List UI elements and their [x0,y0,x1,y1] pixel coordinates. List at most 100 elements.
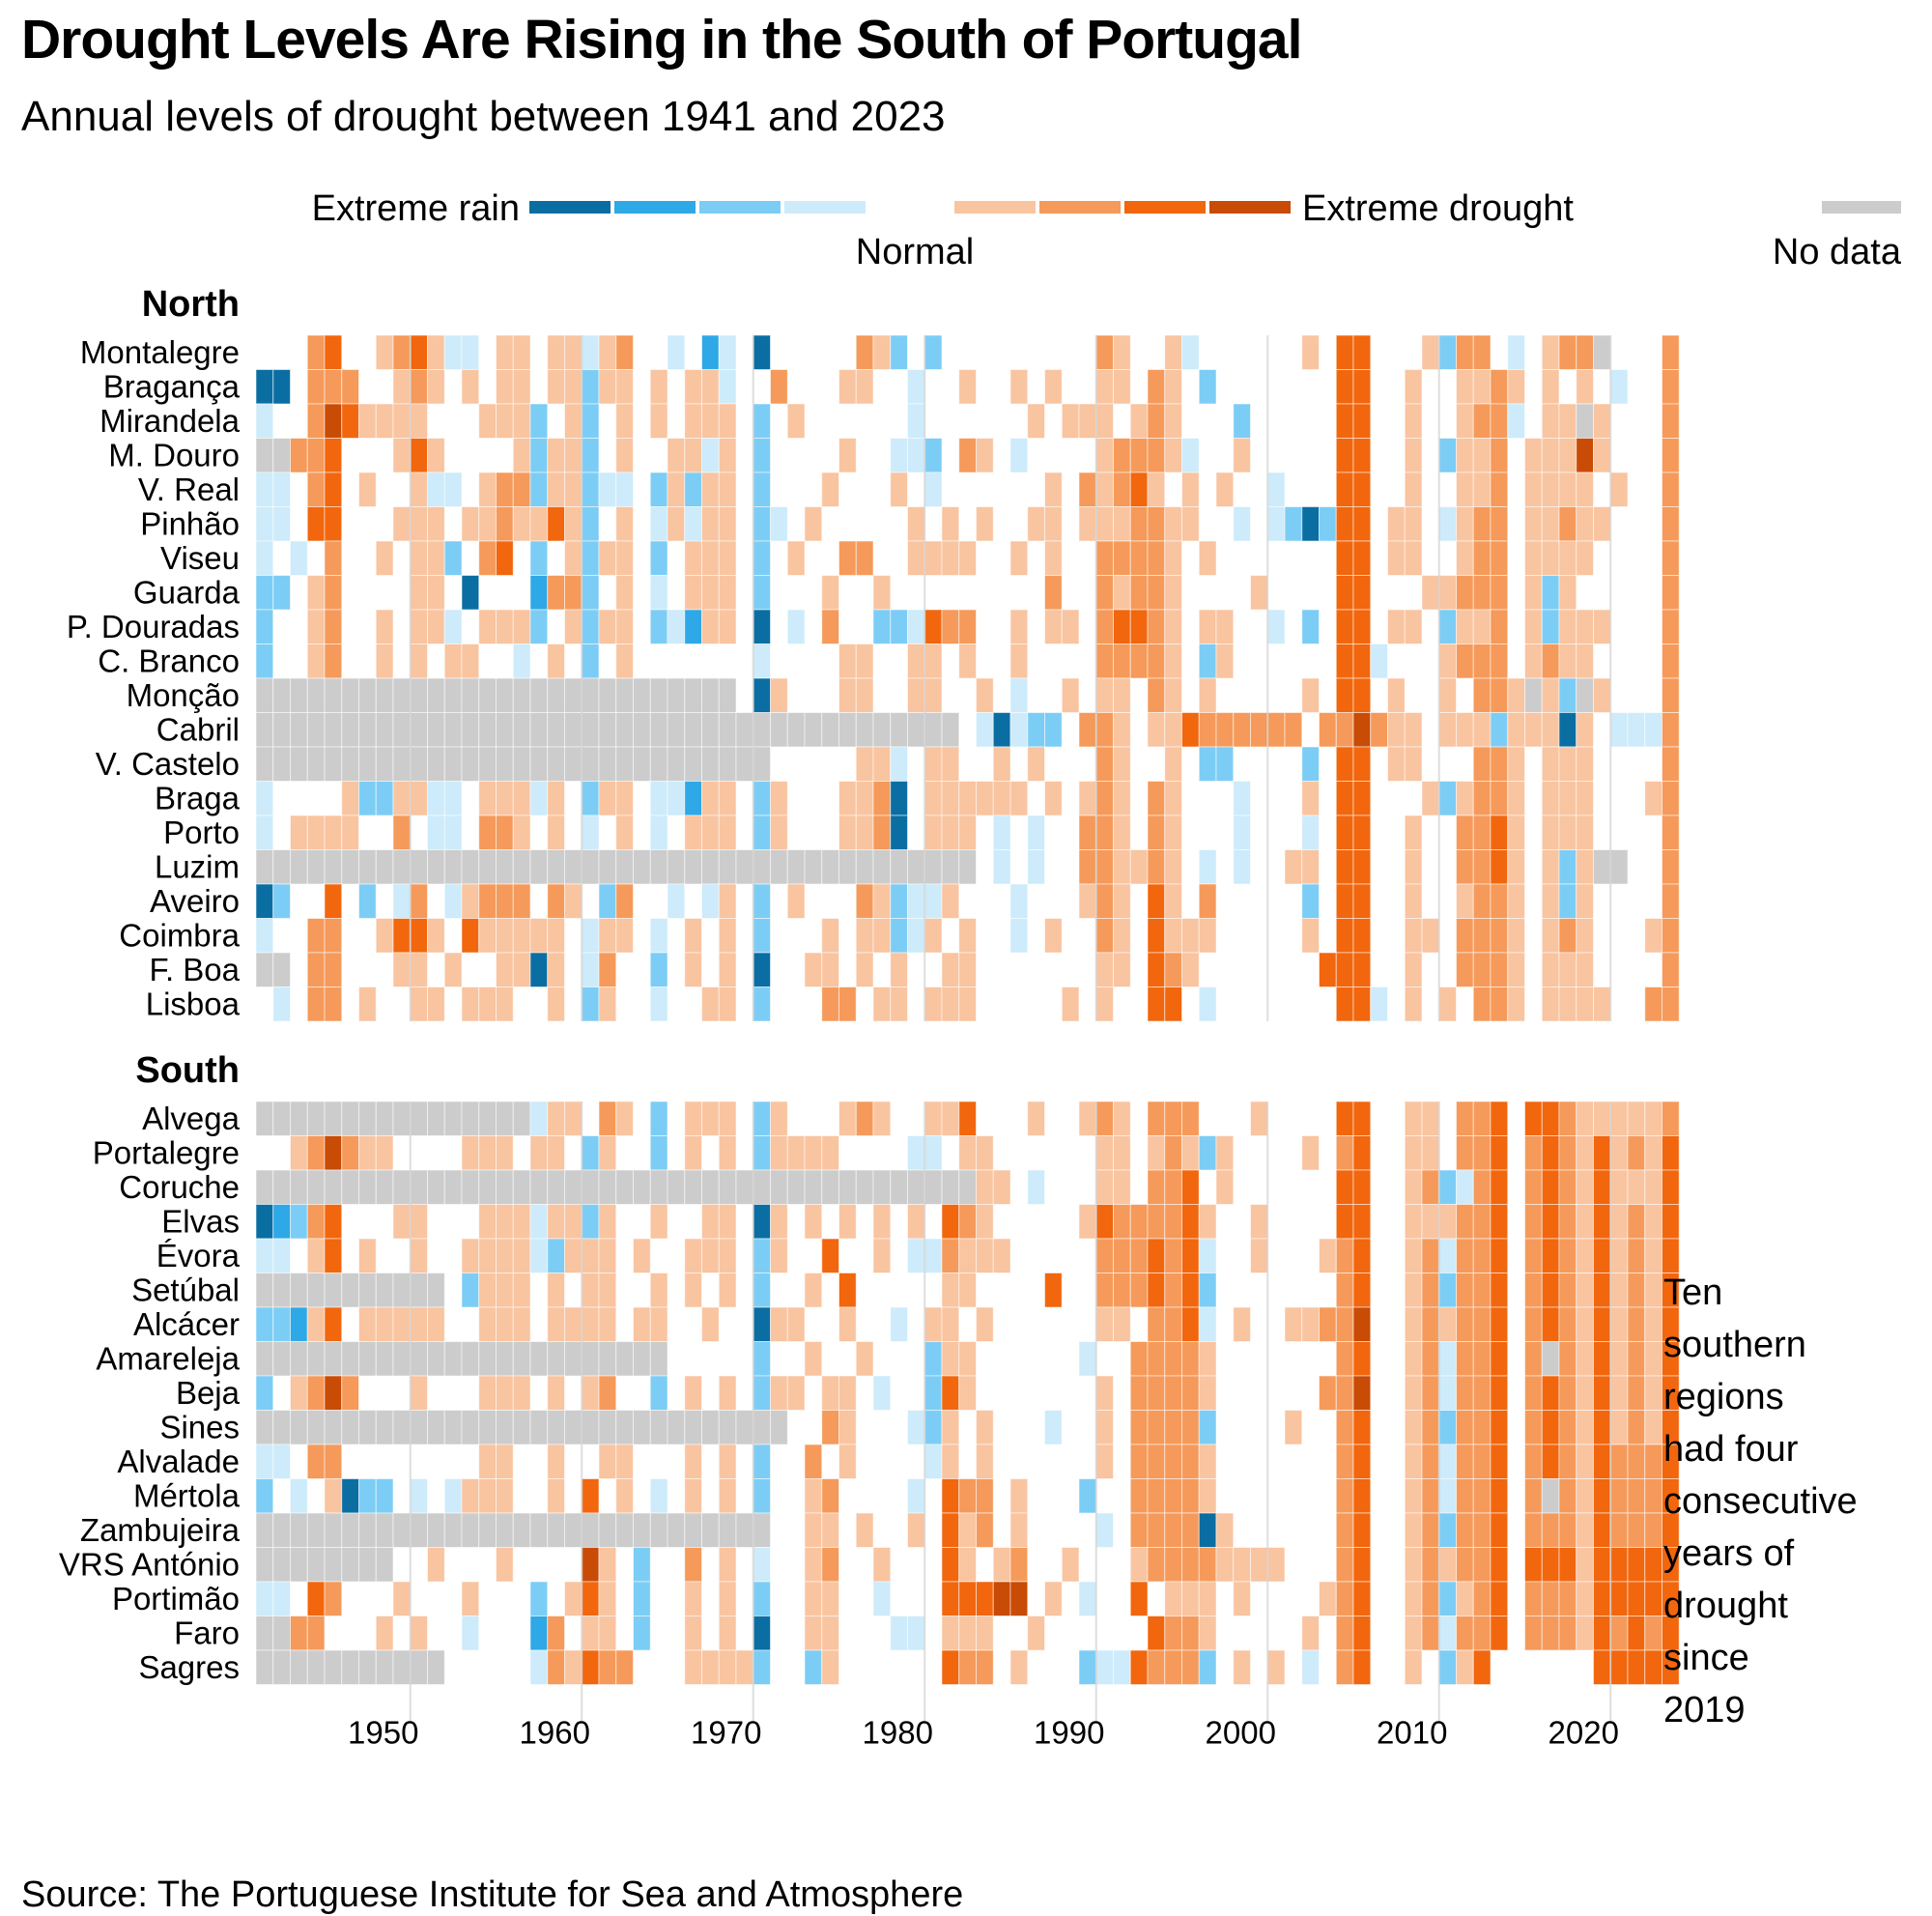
heatmap-cell [564,369,582,405]
heatmap-cell [1095,1410,1114,1445]
heatmap-cell [1027,815,1045,850]
heatmap-cell [1009,712,1029,748]
heatmap-cell [598,1238,617,1273]
heatmap-cell [375,540,394,576]
heatmap-cell [461,849,480,885]
heatmap-cell [1147,369,1166,405]
heatmap-cell [1113,883,1131,919]
heatmap-cell [529,1238,549,1273]
heatmap-cell [1438,1238,1457,1273]
heatmap-cell [1472,1101,1492,1136]
heatmap-cell [443,883,463,919]
heatmap-cell [1352,472,1372,507]
heatmap-cell [1301,815,1320,850]
heatmap-cell [1558,918,1577,954]
heatmap-cell [1644,1581,1662,1616]
heatmap-cell [1147,1478,1166,1514]
heatmap-cell [718,472,737,507]
heatmap-cell [1472,1306,1492,1342]
heatmap-cell [1095,643,1114,679]
heatmap-cell [290,1410,308,1445]
heatmap-cell [255,1616,274,1651]
heatmap-cell [838,438,857,473]
heatmap-cell [306,643,326,679]
heatmap-cell [1113,506,1131,542]
heatmap-cell [1352,918,1372,954]
heatmap-cell [649,987,668,1022]
heatmap-cell [786,1375,806,1411]
heatmap-cell [735,849,754,885]
heatmap-cell [1507,883,1525,919]
heatmap-cell [941,1478,960,1514]
heatmap-cell [598,472,617,507]
annotation-line: Ten [1663,1273,1722,1313]
heatmap-cell [941,1444,960,1479]
heatmap-cell [512,643,531,679]
heatmap-cell [306,609,326,644]
heatmap-cell [1662,1135,1680,1171]
heatmap-cell [255,1306,274,1342]
heatmap-cell [615,540,634,576]
heatmap-cell [272,506,291,542]
heatmap-cell [890,746,908,782]
heatmap-cell [478,1204,497,1240]
heatmap-cell [1095,815,1114,850]
heatmap-cell [375,918,394,954]
heatmap-cell [615,677,634,713]
heatmap-cell [1181,1410,1200,1445]
heatmap-cell [547,438,565,473]
heatmap-cell [443,677,463,713]
heatmap-cell [855,1512,874,1548]
heatmap-cell [1609,1616,1629,1651]
heatmap-cell [701,849,720,885]
heatmap-cell [1095,1204,1114,1240]
heatmap-cell [410,1238,428,1273]
heatmap-cell [461,1410,480,1445]
heatmap-cell [890,472,908,507]
heatmap-cell [786,540,806,576]
heatmap-cell [529,952,549,987]
annotation-line: consecutive [1663,1481,1858,1522]
heatmap-cell [255,1581,274,1616]
heatmap-cell [615,575,634,611]
heatmap-cell [1644,1306,1662,1342]
heatmap-cell [615,883,634,919]
heatmap-cell [1335,677,1354,713]
row-label: Alvalade [117,1444,240,1479]
heatmap-cell [529,403,549,439]
heatmap-cell [1113,369,1131,405]
heatmap-cell [478,677,497,713]
heatmap-cell [443,952,463,987]
heatmap-cell [1147,1649,1166,1685]
heatmap-cell [564,403,582,439]
heatmap-cell [855,849,874,885]
heatmap-cell [976,1204,994,1240]
heatmap-cell [1181,1547,1200,1583]
heatmap-cell [1541,1135,1560,1171]
heatmap-cell [1456,609,1474,644]
heatmap-cell [1472,1581,1492,1616]
heatmap-cell [598,883,617,919]
heatmap-cell [667,1169,686,1205]
heatmap-cell [547,849,565,885]
heatmap-cell [684,712,702,748]
heatmap-cell [753,506,771,542]
heatmap-cell [1233,712,1251,748]
heatmap-cell [821,1512,839,1548]
heatmap-cell [272,1649,291,1685]
heatmap-cell [1541,712,1560,748]
heatmap-cell [598,540,617,576]
heatmap-cell [375,1512,394,1548]
heatmap-cell [1472,1375,1492,1411]
heatmap-cell [1490,677,1509,713]
heatmap-cell [1095,918,1114,954]
heatmap-cell [855,952,874,987]
heatmap-cell [461,746,480,782]
heatmap-cell [1593,1375,1611,1411]
heatmap-cell [872,1169,892,1205]
heatmap-cell [1456,1169,1474,1205]
row-label: Alcácer [133,1306,240,1342]
heatmap-cell [564,1649,582,1685]
heatmap-cell [1507,369,1525,405]
heatmap-cell [1009,438,1029,473]
